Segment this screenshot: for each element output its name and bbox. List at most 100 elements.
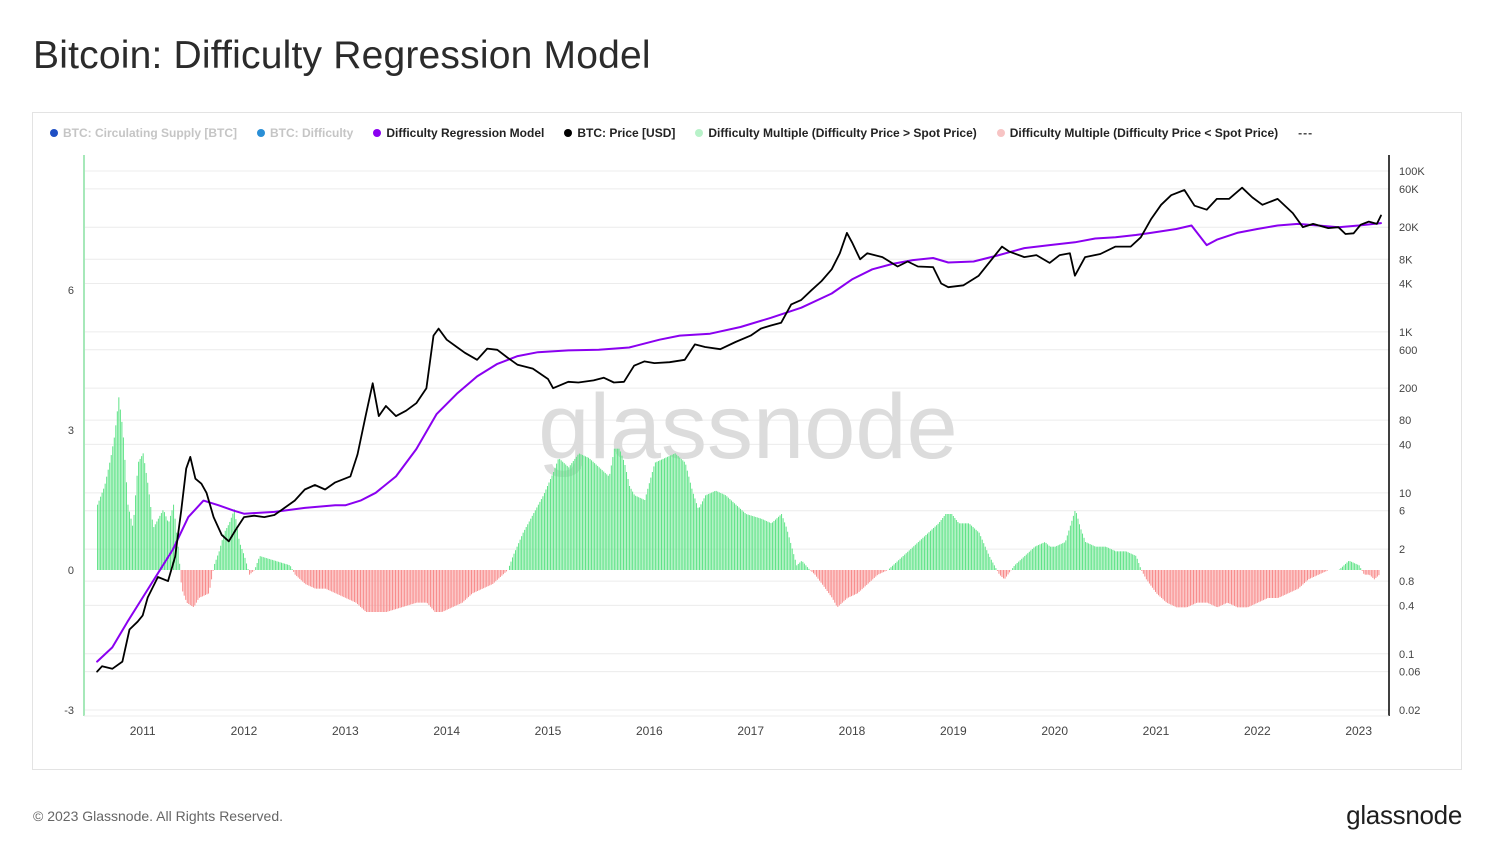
legend-item-regression-model[interactable]: Difficulty Regression Model bbox=[373, 126, 544, 140]
multiple-bar-positive bbox=[1088, 543, 1090, 570]
page-title: Bitcoin: Difficulty Regression Model bbox=[33, 34, 651, 77]
x-tick-label: 2019 bbox=[940, 724, 967, 738]
legend-item-multiple-above[interactable]: Difficulty Multiple (Difficulty Price > … bbox=[695, 126, 977, 140]
right-tick-label: 600 bbox=[1399, 345, 1417, 357]
multiple-bar-negative bbox=[300, 570, 302, 581]
multiple-bar-positive bbox=[554, 467, 556, 570]
multiple-bar-negative bbox=[1199, 570, 1201, 603]
multiple-bar-negative bbox=[1174, 570, 1176, 607]
legend-more-button[interactable]: --- bbox=[1298, 126, 1314, 140]
multiple-bar-negative bbox=[393, 570, 395, 610]
multiple-bar-positive bbox=[223, 534, 225, 570]
multiple-bar-positive bbox=[964, 523, 966, 570]
multiple-bar-positive bbox=[103, 488, 105, 570]
multiple-bar-positive bbox=[1031, 549, 1033, 570]
multiple-bar-positive bbox=[1025, 554, 1027, 570]
multiple-bar-negative bbox=[1373, 570, 1375, 580]
multiple-bar-negative bbox=[250, 570, 252, 574]
multiple-bar-negative bbox=[249, 570, 251, 575]
glassnode-logo[interactable]: glassnode bbox=[1346, 800, 1462, 830]
multiple-bar-negative bbox=[198, 570, 200, 598]
multiple-bar-positive bbox=[940, 520, 942, 570]
legend-dot-regression-model bbox=[373, 129, 382, 137]
multiple-bar-positive bbox=[995, 568, 997, 570]
multiple-bar-positive bbox=[888, 568, 890, 570]
multiple-bar-negative bbox=[1262, 570, 1264, 601]
multiple-bar-negative bbox=[1320, 570, 1322, 574]
multiple-bar-positive bbox=[162, 510, 164, 570]
multiple-bar-positive bbox=[992, 562, 994, 570]
multiple-bar-negative bbox=[419, 570, 421, 603]
multiple-bar-positive bbox=[1126, 551, 1128, 570]
multiple-bar-positive bbox=[106, 476, 108, 570]
multiple-bar-positive bbox=[1021, 558, 1023, 570]
legend-label-circulating-supply: BTC: Circulating Supply [BTC] bbox=[63, 126, 237, 140]
multiple-bar-negative bbox=[1299, 570, 1301, 588]
multiple-bar-negative bbox=[458, 570, 460, 605]
multiple-bar-positive bbox=[923, 536, 925, 570]
multiple-bar-positive bbox=[591, 460, 593, 570]
difficulty-multiple-bars bbox=[97, 397, 1380, 612]
multiple-bar-negative bbox=[1296, 570, 1298, 590]
multiple-bar-positive bbox=[1065, 540, 1067, 570]
multiple-bar-negative bbox=[1006, 570, 1008, 577]
legend-item-multiple-below[interactable]: Difficulty Multiple (Difficulty Price < … bbox=[996, 126, 1278, 140]
multiple-bar-positive bbox=[794, 559, 796, 570]
multiple-bar-positive bbox=[1059, 544, 1061, 570]
multiple-bar-negative bbox=[1224, 570, 1226, 604]
multiple-bar-negative bbox=[1249, 570, 1251, 607]
legend-item-circulating-supply[interactable]: BTC: Circulating Supply [BTC] bbox=[50, 126, 237, 140]
multiple-bar-negative bbox=[816, 570, 818, 577]
multiple-bar-positive bbox=[954, 518, 956, 570]
multiple-bar-negative bbox=[431, 570, 433, 609]
multiple-bar-negative bbox=[320, 570, 322, 589]
multiple-bar-negative bbox=[860, 570, 862, 591]
multiple-bar-positive bbox=[688, 476, 690, 570]
multiple-bar-positive bbox=[1086, 542, 1088, 570]
multiple-bar-negative bbox=[423, 570, 425, 603]
multiple-bar-positive bbox=[963, 523, 965, 570]
multiple-bar-positive bbox=[221, 540, 223, 570]
regression-model-line bbox=[96, 222, 1382, 663]
multiple-bar-negative bbox=[1147, 570, 1149, 582]
multiple-bar-negative bbox=[826, 570, 828, 591]
multiple-bar-positive bbox=[629, 486, 631, 570]
multiple-bar-negative bbox=[1302, 570, 1304, 585]
right-tick-label: 100K bbox=[1399, 166, 1425, 178]
multiple-bar-positive bbox=[595, 464, 597, 570]
multiple-bar-negative bbox=[834, 570, 836, 603]
multiple-bar-positive bbox=[635, 495, 637, 570]
multiple-bar-positive bbox=[151, 519, 153, 570]
legend-item-difficulty[interactable]: BTC: Difficulty bbox=[257, 126, 353, 140]
multiple-bar-positive bbox=[642, 499, 644, 570]
multiple-bar-negative bbox=[394, 570, 396, 610]
multiple-bar-positive bbox=[796, 565, 798, 570]
multiple-bar-negative bbox=[405, 570, 407, 606]
multiple-bar-negative bbox=[1238, 570, 1240, 608]
multiple-bar-negative bbox=[467, 570, 469, 598]
multiple-bar-positive bbox=[624, 465, 626, 570]
left-tick-label: 0 bbox=[68, 565, 74, 577]
multiple-bar-negative bbox=[1367, 570, 1369, 575]
multiple-bar-negative bbox=[408, 570, 410, 605]
multiple-bar-negative bbox=[302, 570, 304, 582]
multiple-bar-positive bbox=[170, 515, 172, 570]
multiple-bar-negative bbox=[1226, 570, 1228, 603]
multiple-bar-negative bbox=[1273, 570, 1275, 598]
multiple-bar-negative bbox=[1278, 570, 1280, 598]
multiple-bar-positive bbox=[1341, 566, 1343, 570]
multiple-bar-positive bbox=[622, 459, 624, 570]
multiple-bar-negative bbox=[1366, 570, 1368, 575]
multiple-bar-positive bbox=[1095, 546, 1097, 570]
legend-item-btc-price[interactable]: BTC: Price [USD] bbox=[564, 126, 675, 140]
multiple-bar-positive bbox=[1344, 563, 1346, 570]
multiple-bar-positive bbox=[279, 562, 281, 570]
multiple-bar-positive bbox=[626, 472, 628, 570]
multiple-bar-positive bbox=[1056, 545, 1058, 570]
multiple-bar-negative bbox=[1247, 570, 1249, 608]
multiple-bar-positive bbox=[217, 555, 219, 570]
multiple-bar-positive bbox=[714, 491, 716, 570]
multiple-bar-positive bbox=[1109, 548, 1111, 570]
multiple-bar-positive bbox=[163, 512, 165, 570]
multiple-bar-negative bbox=[1221, 570, 1223, 605]
